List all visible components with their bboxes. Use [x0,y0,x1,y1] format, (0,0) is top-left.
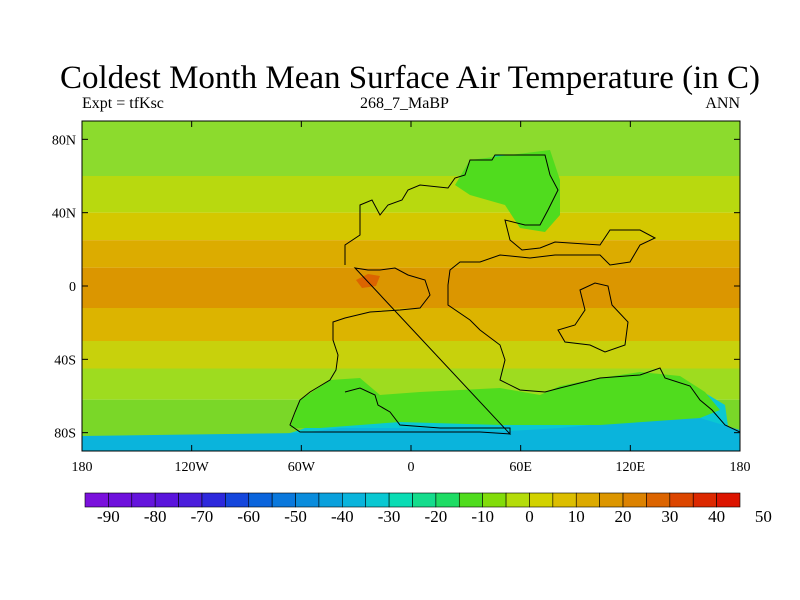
temperature-band-3 [82,240,740,268]
lon-tick-label: 120W [175,460,210,475]
temperature-band-1 [82,176,740,213]
lat-tick-label: 40N [52,207,76,222]
axis-ticks: 80N 40N 0 40S 80S 180 120W 60W 0 60E 120E 180 [52,121,751,475]
lat-tick-label: 0 [69,280,76,295]
polar-coldest-region [82,418,740,451]
colorbar-swatch [458,492,483,508]
colorbar-swatch [201,492,226,508]
colorbar-swatch [622,492,647,508]
south-coast-outline [344,387,511,434]
north-green-region [455,150,560,232]
hot-spot [356,274,380,288]
lon-tick-label: 60W [288,460,316,475]
colorbar-swatch [342,492,367,508]
colorbar-label: -20 [424,507,448,526]
colorbar-swatch [552,492,577,508]
colorbar [84,492,741,508]
island-outline [557,282,629,353]
lon-tick-label: 180 [72,460,93,475]
lat-tick-label: 40S [54,353,76,368]
colorbar-swatch [692,492,717,508]
colorbar-swatch [271,492,296,508]
colorbar-swatch [365,492,390,508]
temperature-band-4 [82,267,740,308]
colorbar-label: -80 [143,507,167,526]
colorbar-swatch [505,492,530,508]
lon-tick-label: 120E [616,460,646,475]
temperature-band-2 [82,212,740,241]
colorbar-label: -50 [284,507,307,526]
colorbar-swatch [225,492,250,508]
colorbar-label: 50 [754,507,772,526]
colorbar-swatch [646,492,671,508]
colorbar-label: -40 [330,507,354,526]
plot-title: Coldest Month Mean Surface Air Temperatu… [60,60,760,96]
lat-tick-label: 80S [54,427,76,442]
colorbar-label: 0 [525,507,534,526]
colorbar-swatch [248,492,273,508]
colorbar-swatch [529,492,554,508]
colorbar-swatch [669,492,694,508]
colorbar-label: -90 [97,507,120,526]
colorbar-label: 20 [614,507,632,526]
colorbar-swatch [318,492,343,508]
temperature-band-0 [82,121,740,176]
lon-tick-label: 60E [509,460,532,475]
colorbar-swatch [575,492,600,508]
experiment-label: Expt = tfKsc [82,95,164,112]
colorbar-swatch [716,492,741,508]
colorbar-swatch [435,492,460,508]
colorbar-swatch [84,492,109,508]
season-label: ANN [705,95,740,112]
temperature-band-5 [82,308,740,341]
colorbar-swatch [412,492,437,508]
colorbar-label: -60 [237,507,261,526]
temperature-band-6 [82,341,740,369]
colorbar-label: 40 [708,507,726,526]
colorbar-swatch [178,492,203,508]
colorbar-swatch [131,492,156,508]
temperature-field [82,121,740,451]
colorbar-label: 10 [567,507,585,526]
lon-tick-label: 180 [730,460,751,475]
colorbar-label: -70 [190,507,214,526]
south-green-region [290,372,720,428]
colorbar-label: -30 [377,507,401,526]
continent-outline [289,154,740,435]
colorbar-swatch [388,492,413,508]
colorbar-swatch [599,492,624,508]
colorbar-label: -10 [471,507,494,526]
lon-tick-label: 0 [408,460,415,475]
temperature-features [82,150,740,451]
colorbar-swatch [154,492,179,508]
period-label: 268_7_MaBP [360,95,449,112]
colorbar-swatch [482,492,507,508]
lat-tick-label: 80N [52,133,76,148]
colorbar-swatch [108,492,133,508]
colorbar-swatch [295,492,320,508]
colorbar-label: 30 [661,507,679,526]
